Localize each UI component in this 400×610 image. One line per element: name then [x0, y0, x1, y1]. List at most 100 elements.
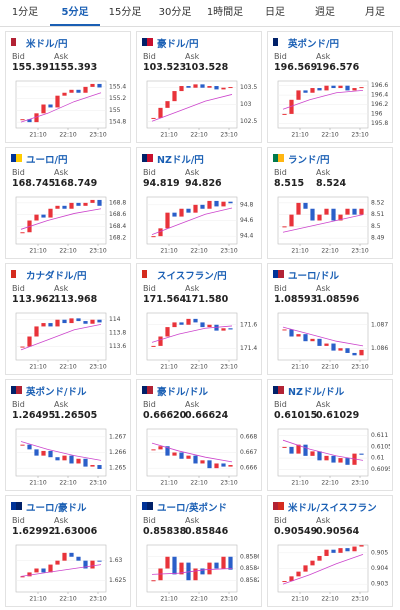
pair-title[interactable]: 米ドル/スイスフラン [288, 503, 377, 514]
moving-average [151, 207, 233, 235]
rate-card[interactable]: NZドル/ドル Bid Ask 0.61015 0.61029 0.611 0.6105 0.… [267, 379, 393, 491]
candle [151, 580, 156, 582]
tab[interactable]: 30分足 [158, 7, 192, 18]
moving-average [20, 208, 102, 230]
pair-title[interactable]: 豪ドル/円 [157, 39, 199, 50]
candle [324, 455, 329, 461]
candle [20, 444, 25, 446]
pair-title[interactable]: NZドル/円 [157, 155, 204, 166]
y-tick-label: 155.4 [109, 83, 126, 90]
candle [359, 545, 364, 547]
candle [27, 119, 32, 123]
tab[interactable]: 月足 [365, 7, 385, 18]
mini-chart: 0.668 0.667 0.666 21:10 22:10 23:10 [146, 428, 257, 487]
candle [345, 85, 350, 91]
rate-card[interactable]: ユーロ/ドル Bid Ask 1.08593 1.08596 1.087 1.086 21:1… [267, 263, 393, 375]
ask-value: 113.968 [54, 294, 98, 305]
tab[interactable]: 1時間足 [206, 7, 244, 18]
candle [338, 85, 343, 89]
bid-value: 155.391 [12, 62, 56, 73]
rate-card[interactable]: カナダドル/円 Bid Ask 113.962 113.968 114 113.8 113.6… [5, 263, 131, 375]
candle [207, 562, 212, 575]
y-tick-label: 154.8 [109, 119, 126, 126]
pair-title[interactable]: 豪ドル/ドル [157, 387, 208, 398]
rate-card[interactable]: 豪ドル/円 Bid Ask 103.523 103.528 103.5 103 102.5 21… [136, 31, 262, 143]
moving-average [282, 326, 364, 347]
tab[interactable]: 5分足 [50, 0, 100, 26]
rate-card[interactable]: ユーロ/円 Bid Ask 168.745 168.749 168.8 168.6 168.4… [5, 147, 131, 259]
moving-average [151, 442, 233, 463]
pair-title[interactable]: ユーロ/円 [26, 155, 68, 166]
tab[interactable]: 日足 [265, 7, 285, 18]
y-tick-label: 0.667 [240, 449, 257, 456]
y-tick-label: 102.5 [240, 118, 257, 125]
x-tick-label: 23:10 [220, 132, 237, 139]
ask-label: Ask [54, 52, 69, 61]
candle [62, 319, 67, 324]
candle [282, 113, 287, 115]
candle [97, 319, 102, 323]
bid-label: Bid [12, 516, 25, 525]
candle [228, 201, 233, 204]
rate-card[interactable]: ランド/円 Bid Ask 8.515 8.524 8.52 8.51 8.5 8.49 21:1… [267, 147, 393, 259]
bid-label: Bid [143, 516, 156, 525]
y-tick-label: 0.666 [240, 465, 257, 472]
rate-card[interactable]: 米ドル/円 Bid Ask 155.391 155.393 155.4 155.2 155 15… [5, 31, 131, 143]
tab[interactable]: 15分足 [108, 7, 142, 18]
candle [317, 338, 322, 346]
bid-label: Bid [143, 284, 156, 293]
rate-card[interactable]: NZドル/円 Bid Ask 94.819 94.826 94.8 94.6 94.4 21:1… [136, 147, 262, 259]
bid-value: 0.61015 [274, 410, 318, 421]
mini-chart: 0.8586 0.8584 0.8582 21:10 22:10 23:10 [146, 544, 259, 603]
pair-title[interactable]: ユーロ/豪ドル [26, 503, 87, 514]
rate-card[interactable]: スイスフラン/円 Bid Ask 171.564 171.580 171.6 171.4 21… [136, 263, 262, 375]
candle [20, 232, 25, 234]
flag-icon [142, 38, 153, 46]
tab[interactable]: 週足 [315, 7, 335, 18]
candle [228, 87, 233, 89]
pair-title[interactable]: 英ポンド/ドル [26, 387, 87, 398]
mini-chart: 1.267 1.266 1.265 21:10 22:10 23:10 [15, 428, 126, 487]
tab[interactable]: 1分足 [11, 7, 39, 18]
ask-label: Ask [54, 284, 69, 293]
pair-title[interactable]: カナダドル/円 [26, 271, 87, 282]
mini-chart: 168.8 168.6 168.4 168.2 21:10 22:10 23:10 [15, 196, 126, 255]
candle [27, 444, 32, 450]
bid-label: Bid [274, 516, 287, 525]
pair-title[interactable]: 米ドル/円 [26, 39, 68, 50]
rate-card[interactable]: 米ドル/スイスフラン Bid Ask 0.90549 0.90564 0.905 0.904… [267, 495, 393, 607]
moving-average [20, 564, 102, 577]
candle [338, 458, 343, 463]
candle [20, 576, 25, 578]
mini-chart: 0.611 0.6105 0.61 0.6095 21:10 22:10 23:10 [277, 428, 390, 487]
moving-average [20, 441, 102, 461]
bid-label: Bid [274, 400, 287, 409]
pair-title[interactable]: ユーロ/ドル [288, 271, 339, 282]
pair-title[interactable]: 英ポンド/円 [288, 39, 339, 50]
flag-icon [142, 154, 153, 162]
rate-card[interactable]: ユーロ/豪ドル Bid Ask 1.62992 1.63006 1.63 1.625 21:1… [5, 495, 131, 607]
pair-title[interactable]: ランド/円 [288, 155, 330, 166]
mini-chart: 1.63 1.625 21:10 22:10 23:10 [15, 544, 126, 603]
x-tick-label: 21:10 [160, 248, 177, 255]
y-tick-label: 196 [371, 110, 383, 117]
x-tick-label: 22:10 [321, 248, 338, 255]
candle [165, 446, 170, 456]
candle [34, 326, 39, 337]
rate-card[interactable]: 豪ドル/ドル Bid Ask 0.66620 0.66624 0.668 0.667 0.66… [136, 379, 262, 491]
candle [310, 88, 315, 93]
ask-value: 8.524 [316, 178, 347, 189]
ask-value: 1.08596 [316, 294, 360, 305]
candle [317, 555, 322, 561]
pair-title[interactable]: NZドル/ドル [288, 387, 345, 398]
x-tick-label: 23:10 [351, 364, 368, 371]
pair-title[interactable]: スイスフラン/円 [157, 271, 227, 282]
pair-title[interactable]: ユーロ/英ポンド [157, 503, 227, 514]
rate-card[interactable]: 英ポンド/円 Bid Ask 196.569 196.576 196.6 196.4 196.… [267, 31, 393, 143]
y-tick-label: 8.5 [371, 223, 381, 230]
rate-card[interactable]: 英ポンド/ドル Bid Ask 1.26495 1.26505 1.267 1.266 1.2… [5, 379, 131, 491]
rate-card[interactable]: ユーロ/英ポンド Bid Ask 0.85838 0.85846 0.8586 0.8584… [136, 495, 262, 607]
mini-chart: 103.5 103 102.5 21:10 22:10 23:10 [146, 80, 257, 139]
candle [172, 91, 177, 102]
ask-value: 94.826 [185, 178, 222, 189]
